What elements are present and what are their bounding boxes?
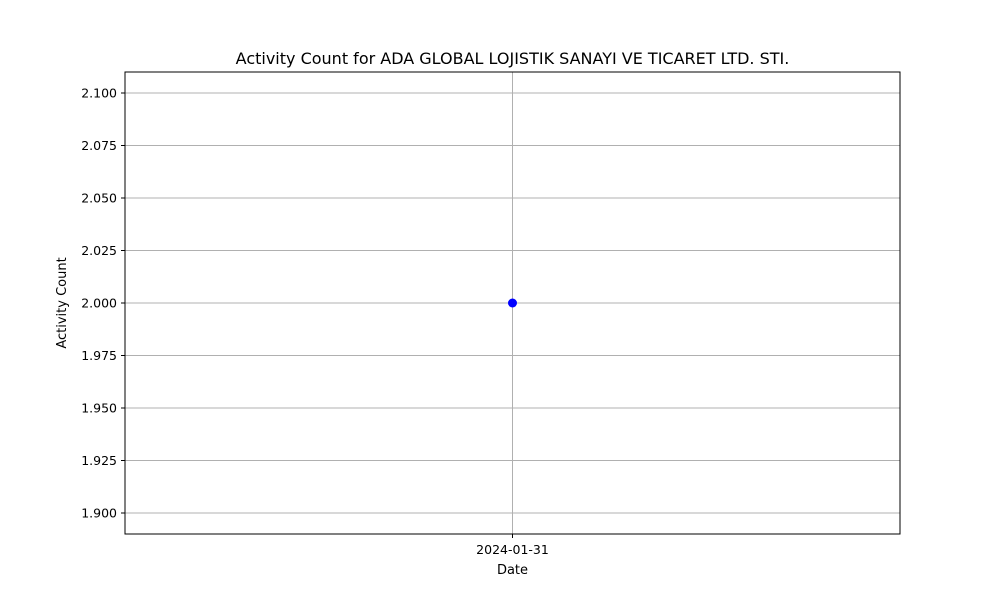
y-tick-label: 2.100 [81, 86, 117, 101]
grid-lines [125, 72, 900, 534]
y-tick-label: 2.075 [81, 138, 117, 153]
y-tick-label: 1.925 [81, 453, 117, 468]
y-tick-label: 1.900 [81, 506, 117, 521]
y-axis-label: Activity Count [55, 257, 70, 348]
y-tick-label: 2.050 [81, 191, 117, 206]
x-tick-label: 2024-01-31 [476, 542, 549, 557]
y-tick-label: 2.000 [81, 296, 117, 311]
plot-frame [124, 71, 901, 535]
x-axis-label: Date [497, 563, 528, 578]
data-point [508, 298, 517, 308]
axis-ticks: 1.900 1.925 1.950 1.975 2.000 2.025 2.050 2.075… [81, 86, 549, 558]
y-tick-label: 2.025 [81, 243, 117, 258]
chart-title: Activity Count for ADA GLOBAL LOJISTIK S… [236, 49, 790, 68]
y-tick-label: 1.975 [81, 348, 117, 363]
y-tick-label: 1.950 [81, 401, 117, 416]
data-points [508, 298, 517, 308]
